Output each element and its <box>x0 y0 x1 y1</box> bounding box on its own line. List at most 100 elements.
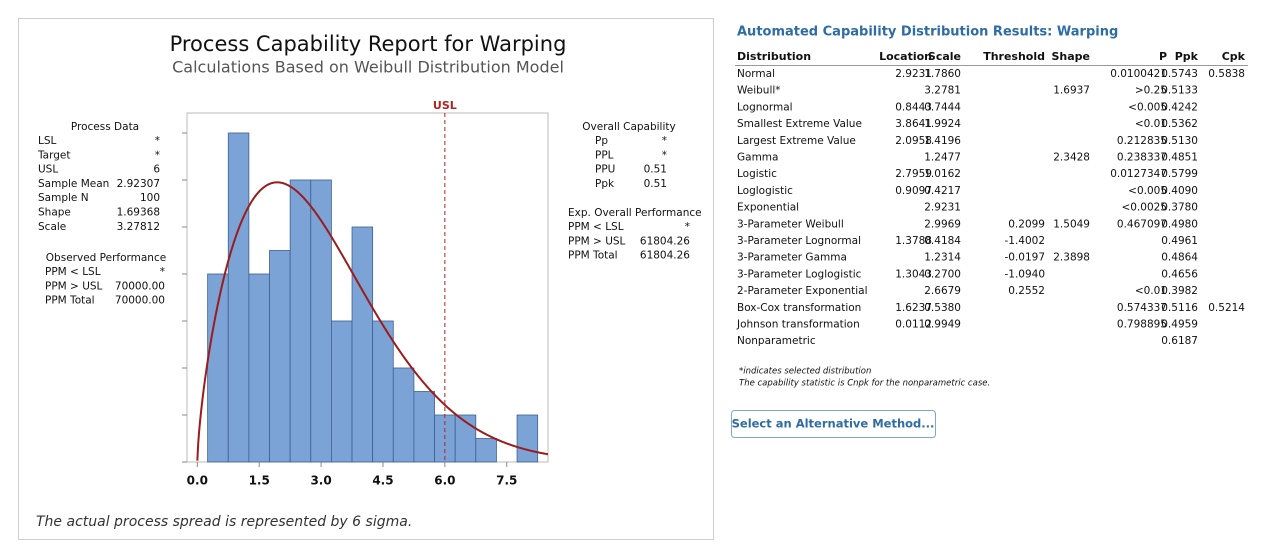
table-cell: 0.5380 <box>924 302 961 314</box>
distribution-name: Weibull* <box>737 85 781 97</box>
stat-label: Sample Mean <box>38 178 109 190</box>
stat-value: * <box>155 149 160 161</box>
column-header: P <box>1159 50 1167 63</box>
table-cell: 0.4851 <box>1161 152 1198 164</box>
table-cell: 0.5362 <box>1161 118 1198 130</box>
table-cell: 0.6187 <box>1161 335 1198 347</box>
table-cell: 0.7444 <box>924 101 961 113</box>
stat-label: LSL <box>38 135 57 147</box>
x-tick-label: 7.5 <box>496 474 517 488</box>
stat-value: 70000.00 <box>115 295 165 307</box>
x-tick-label: 4.5 <box>372 474 393 488</box>
histogram-bar <box>248 273 270 463</box>
histogram-bar <box>413 391 435 463</box>
x-tick-label: 6.0 <box>434 474 455 488</box>
distribution-name: Normal <box>737 68 775 80</box>
column-header: Location <box>879 50 932 63</box>
table-cell: 1.6237 <box>895 302 932 314</box>
column-header: Ppk <box>1175 50 1199 63</box>
table-cell: 0.4864 <box>1161 252 1198 264</box>
chart-subtitle: Calculations Based on Weibull Distributi… <box>172 58 564 77</box>
x-tick-label: 3.0 <box>310 474 331 488</box>
table-cell: 2.9231 <box>895 68 932 80</box>
stat-label: PPM Total <box>45 295 95 307</box>
stat-value: * <box>662 135 667 147</box>
distribution-name: Loglogistic <box>737 185 793 197</box>
stat-value: 0.51 <box>644 164 667 176</box>
table-cell: 1.2477 <box>924 152 961 164</box>
stat-label: PPM Total <box>568 250 618 262</box>
column-header: Threshold <box>983 50 1045 63</box>
table-cell: 0.3982 <box>1161 285 1198 297</box>
stat-label: PPL <box>595 149 614 161</box>
stat-value: * <box>160 266 165 278</box>
table-cell: >0.25 <box>1135 85 1167 97</box>
stat-value: 100 <box>140 192 160 204</box>
table-cell: 0.574337 <box>1117 302 1167 314</box>
distribution-name: Lognormal <box>737 101 793 113</box>
block-title: Overall Capability <box>582 121 675 133</box>
table-cell: 0.8443 <box>895 101 932 113</box>
table-cell: 0.2700 <box>924 268 961 280</box>
stat-label: Pp <box>595 135 608 147</box>
table-cell: 1.6937 <box>1053 85 1090 97</box>
table-cell: <0.01 <box>1135 285 1167 297</box>
table-cell: <0.005 <box>1128 101 1167 113</box>
table-cell: 0.3780 <box>1161 202 1198 214</box>
table-cell: -0.0197 <box>1004 252 1045 264</box>
x-tick-label: 1.5 <box>249 474 270 488</box>
table-cell: 0.5743 <box>1161 68 1198 80</box>
table-cell: 0.9949 <box>924 319 961 331</box>
table-cell: 0.5799 <box>1161 168 1198 180</box>
table-cell: 2.9231 <box>924 202 961 214</box>
table-cell: 1.5049 <box>1053 218 1090 230</box>
table-cell: 0.0127347 <box>1110 168 1167 180</box>
table-cell: 0.4242 <box>1161 101 1198 113</box>
table-cell: -1.4002 <box>1004 235 1045 247</box>
block-title: Observed Performance <box>46 252 166 264</box>
table-cell: 2.7959 <box>895 168 932 180</box>
table-cell: 0.4959 <box>1161 319 1198 331</box>
histogram-bar <box>475 438 497 463</box>
column-header: Cpk <box>1222 50 1246 63</box>
table-cell: <0.01 <box>1135 118 1167 130</box>
table-cell: 0.4961 <box>1161 235 1198 247</box>
block-title: Process Data <box>71 121 139 133</box>
table-cell: -1.0940 <box>1004 268 1045 280</box>
table-cell: 0.0100421 <box>1110 68 1167 80</box>
distribution-name: Johnson transformation <box>736 319 860 331</box>
stat-label: Shape <box>38 207 71 219</box>
stat-value: * <box>685 221 690 233</box>
distribution-name: Exponential <box>737 202 799 214</box>
stat-label: PPU <box>595 164 615 176</box>
table-cell: <0.005 <box>1128 185 1167 197</box>
table-cell: 0.2099 <box>1008 218 1045 230</box>
table-cell: 1.0162 <box>924 168 961 180</box>
column-header: Shape <box>1051 50 1090 63</box>
alt-method-button[interactable] <box>731 410 936 438</box>
table-cell: <0.0025 <box>1121 202 1167 214</box>
distribution-name: 2-Parameter Exponential <box>737 285 868 297</box>
distribution-name: Largest Extreme Value <box>737 135 856 147</box>
table-cell: 3.2781 <box>924 85 961 97</box>
stat-label: PPM < LSL <box>568 221 624 233</box>
table-cell: 2.6679 <box>924 285 961 297</box>
table-cell: 0.467097 <box>1117 218 1167 230</box>
stat-label: PPM > USL <box>45 280 103 292</box>
fit-curve <box>196 181 549 461</box>
table-note: The capability statistic is Cnpk for the… <box>739 379 990 389</box>
histogram-bar <box>330 320 353 463</box>
table-cell: 1.4196 <box>924 135 961 147</box>
table-cell: 0.5116 <box>1161 302 1198 314</box>
histogram-bar <box>392 367 415 463</box>
column-header: Scale <box>928 50 961 63</box>
table-cell: 1.7860 <box>924 68 961 80</box>
distribution-name: 3-Parameter Loglogistic <box>737 268 862 280</box>
alt-method-button-label[interactable]: Select an Alternative Method... <box>732 417 935 431</box>
table-cell: 0.5838 <box>1208 68 1245 80</box>
table-cell: 2.0958 <box>895 135 932 147</box>
histogram-bar <box>227 132 250 463</box>
table-cell: 0.4090 <box>1161 185 1198 197</box>
stat-value: 70000.00 <box>115 280 165 292</box>
